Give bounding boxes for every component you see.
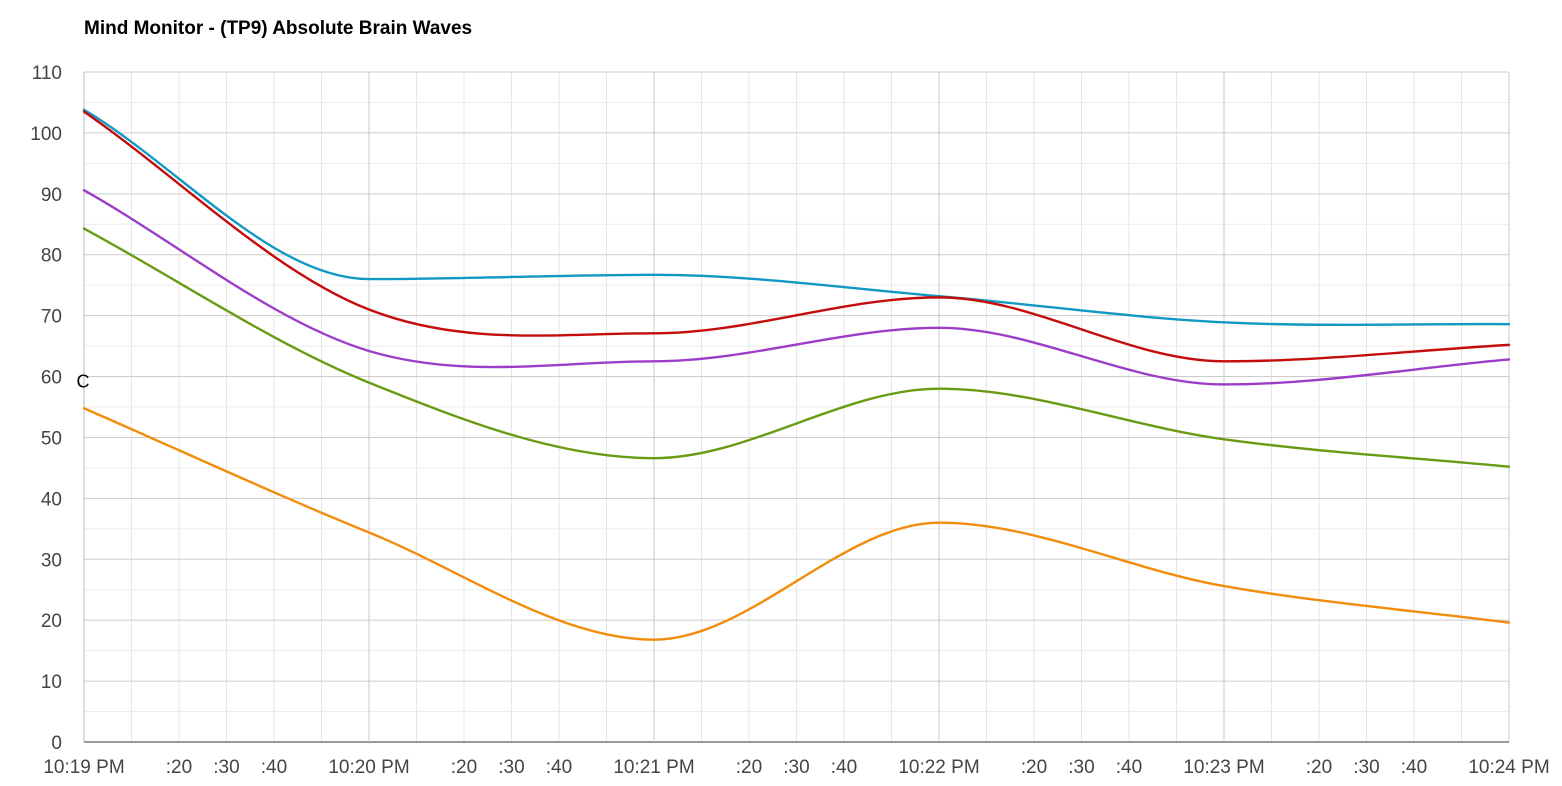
x-tick-label: 10:24 PM [1468, 757, 1549, 778]
minor-gridlines [84, 72, 1509, 742]
y-tick-label: 40 [41, 489, 62, 510]
x-tick-label: :40 [261, 757, 287, 778]
x-tick-label: :40 [1401, 757, 1427, 778]
x-axis-ticks: 10:19 PM :20 :30 :40 10:20 PM :20 :30 :40 10:21 … [43, 757, 1549, 778]
y-tick-label: 50 [41, 428, 62, 449]
x-tick-label: :20 [736, 757, 762, 778]
y-axis-ticks: 0 10 20 30 40 50 60 70 80 90 100 110 [30, 63, 62, 754]
x-tick-label: 10:20 PM [328, 757, 409, 778]
y-tick-label: 100 [30, 124, 62, 145]
x-tick-label: :40 [831, 757, 857, 778]
series-line-5 [82, 407, 1511, 641]
series-lines [82, 108, 1511, 641]
x-tick-label: 10:23 PM [1183, 757, 1264, 778]
series-line-2 [82, 110, 1511, 363]
annotation-label: C [77, 372, 90, 392]
y-tick-label: 20 [41, 611, 62, 632]
y-tick-label: 70 [41, 307, 62, 328]
y-tick-label: 30 [41, 550, 62, 571]
series-line-3 [82, 188, 1511, 386]
y-tick-label: 60 [41, 368, 62, 389]
major-gridlines [83, 71, 1510, 743]
x-tick-label: :30 [783, 757, 809, 778]
x-tick-label: :40 [1116, 757, 1142, 778]
x-tick-label: 10:22 PM [898, 757, 979, 778]
x-tick-label: :30 [1353, 757, 1379, 778]
y-tick-label: 10 [41, 672, 62, 693]
chart-title: Mind Monitor - (TP9) Absolute Brain Wave… [84, 18, 473, 39]
x-tick-label: :20 [1021, 757, 1047, 778]
x-tick-label: :20 [1306, 757, 1332, 778]
x-tick-label: :30 [1068, 757, 1094, 778]
x-tick-label: :20 [166, 757, 192, 778]
x-tick-label: 10:21 PM [613, 757, 694, 778]
series-line-4 [82, 227, 1511, 468]
y-tick-label: 0 [51, 733, 62, 754]
x-tick-label: :30 [213, 757, 239, 778]
series-line-1 [82, 108, 1511, 327]
x-tick-label: :40 [546, 757, 572, 778]
y-tick-label: 90 [41, 185, 62, 206]
x-tick-label: :20 [451, 757, 477, 778]
x-tick-label: 10:19 PM [43, 757, 124, 778]
annotations: C [77, 372, 90, 392]
y-tick-label: 110 [32, 63, 62, 84]
x-tick-label: :30 [498, 757, 524, 778]
y-tick-label: 80 [41, 246, 62, 267]
